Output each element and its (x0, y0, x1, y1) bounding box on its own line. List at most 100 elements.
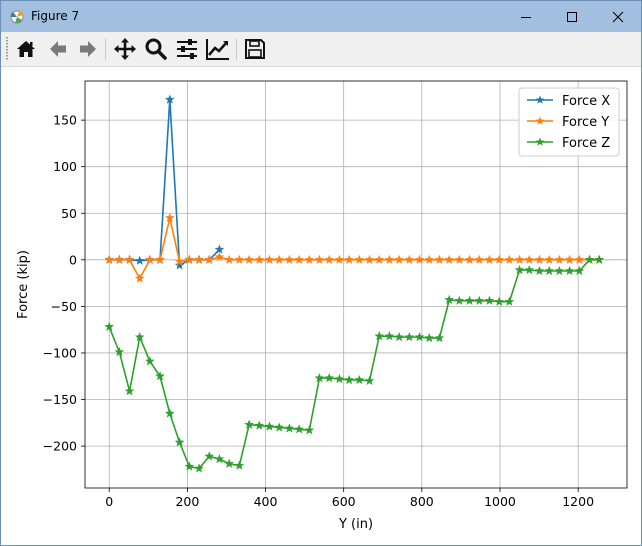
force-z-point (164, 408, 175, 418)
force-y-point (494, 254, 505, 265)
y-tick-label: −150 (43, 392, 77, 407)
force-y-point (155, 254, 165, 265)
force-y-point (254, 254, 265, 265)
x-tick-label: 600 (332, 494, 356, 509)
zoom-button[interactable] (143, 36, 169, 62)
force-y-point (294, 254, 305, 265)
toolbar-grip[interactable] (6, 37, 8, 61)
force-y-point (574, 254, 585, 265)
force-x-point (164, 94, 175, 104)
axes-frame (84, 80, 628, 489)
y-tick-label: −200 (43, 439, 77, 454)
force-y-legend-marker (535, 116, 545, 125)
force-z-point (364, 375, 375, 386)
home-button[interactable] (13, 36, 39, 62)
force-y-point (194, 254, 205, 265)
force-y-point (504, 254, 515, 265)
force-y-point (474, 254, 485, 265)
force-z-point (254, 420, 265, 430)
y-tick-label: 50 (61, 206, 77, 221)
forward-button[interactable] (75, 36, 101, 62)
force-z-point (334, 373, 345, 384)
save-icon (245, 39, 265, 59)
edit-axis-button[interactable] (205, 36, 231, 62)
home-icon (17, 41, 35, 57)
force-z-point (224, 458, 235, 468)
force-z-point (324, 372, 335, 383)
force-z-point (174, 437, 185, 447)
minimize-icon (521, 16, 531, 18)
forward-icon (80, 41, 96, 57)
force-y-point (134, 273, 145, 283)
save-button[interactable] (242, 36, 268, 62)
force-y-point (454, 254, 465, 265)
force-z-point (114, 346, 125, 357)
axis-ticks: 0 200 400 600 800 1000 1200 −200 −150 −100 −50 0 50 1… (43, 113, 594, 509)
toolbar-separator (105, 38, 106, 60)
pan-button[interactable] (112, 36, 138, 62)
force-y-point (554, 254, 565, 265)
force-z-point (304, 425, 315, 435)
pan-icon (114, 38, 136, 60)
figure-canvas[interactable]: 0 200 400 600 800 1000 1200 −200 −150 −100 −50 0 50 1… (1, 67, 641, 545)
force-y-series (104, 212, 605, 283)
force-z-point (414, 331, 425, 342)
force-z-point (134, 331, 145, 342)
force-y-point (434, 254, 445, 265)
minimize-button[interactable] (503, 1, 549, 32)
force-z-point (524, 264, 535, 275)
force-z-series (104, 254, 605, 473)
force-y-point (514, 254, 525, 265)
force-y-point (224, 254, 235, 265)
force-y-point (284, 254, 295, 265)
y-tick-label: 150 (53, 113, 77, 128)
force-z-point (344, 374, 355, 385)
force-z-point (434, 332, 445, 343)
force-y-point (544, 254, 555, 265)
force-z-point (384, 331, 395, 341)
force-z-point (484, 295, 495, 305)
force-y-point (314, 254, 325, 265)
force-z-point (584, 254, 595, 265)
force-z-point (124, 385, 135, 396)
force-y-point (394, 254, 405, 265)
force-z-point (294, 424, 305, 434)
force-y-point (234, 254, 245, 265)
back-button[interactable] (45, 36, 71, 62)
force-z-point (444, 294, 455, 305)
force-y-point (304, 254, 315, 265)
back-icon (50, 41, 66, 57)
force-y-point (144, 254, 155, 265)
title-bar[interactable]: Figure 7 (1, 1, 641, 32)
force-z-point (564, 265, 575, 276)
force-z-point (494, 296, 505, 306)
force-y-point (184, 254, 195, 265)
force-y-point (364, 254, 375, 265)
configure-subplots-button[interactable] (174, 36, 200, 62)
zoom-icon (145, 38, 167, 60)
force-z-point (264, 421, 275, 431)
y-tick-label: 100 (53, 159, 77, 174)
force-x-point (214, 244, 225, 254)
force-y-point (564, 254, 575, 265)
force-z-point (354, 374, 365, 385)
force-x-point (134, 255, 145, 265)
x-tick-label: 200 (175, 494, 199, 509)
grid (85, 81, 627, 488)
maximize-icon (567, 11, 577, 22)
x-tick-label: 800 (410, 494, 434, 509)
force-y-point (334, 254, 345, 265)
window-title: Figure 7 (31, 9, 80, 23)
force-y-point (374, 254, 385, 265)
force-y-point (214, 251, 225, 262)
maximize-button[interactable] (549, 1, 595, 32)
x-tick-label: 0 (105, 494, 113, 509)
force-y-point (424, 254, 435, 265)
y-tick-label: 0 (69, 252, 77, 267)
force-z-point (474, 295, 485, 305)
x-tick-label: 400 (254, 494, 278, 509)
force-y-point (124, 254, 135, 265)
close-button[interactable] (595, 1, 641, 32)
force-z-point (424, 332, 435, 343)
